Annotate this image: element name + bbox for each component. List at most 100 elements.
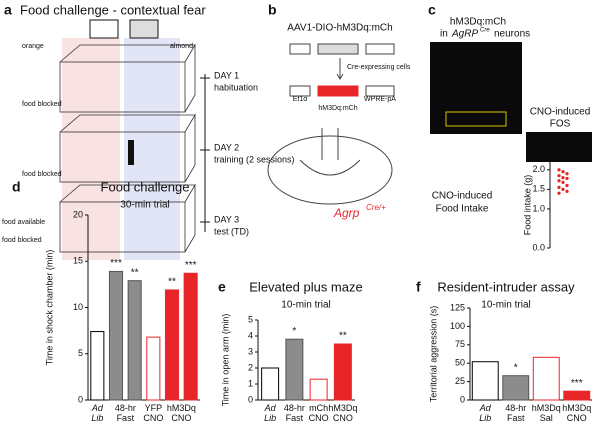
food-label: food blocked bbox=[22, 171, 62, 178]
day-label: test (TD) bbox=[214, 226, 249, 236]
genotype-sup: Cre/+ bbox=[366, 203, 386, 212]
y-tick-label: 0 bbox=[78, 394, 83, 404]
significance: *** bbox=[571, 378, 583, 389]
bar bbox=[285, 338, 304, 401]
dot bbox=[557, 174, 561, 178]
chart-title: Food challenge bbox=[101, 179, 190, 194]
panel-letter: e bbox=[218, 279, 226, 295]
bar bbox=[90, 331, 105, 401]
y-tick-label: 125 bbox=[450, 302, 465, 312]
arrow-label: Cre-expressing cells bbox=[347, 64, 411, 71]
significance: ** bbox=[339, 331, 347, 342]
significance: * bbox=[514, 362, 518, 373]
y-tick-label: 20 bbox=[73, 209, 83, 219]
bar bbox=[127, 280, 142, 401]
context-band bbox=[62, 38, 120, 260]
panel-letter: a bbox=[4, 2, 12, 18]
x-tick-label: 48-hr Fast bbox=[284, 403, 305, 423]
dot bbox=[565, 172, 569, 176]
x-tick-label: 48-hr Fast bbox=[115, 403, 136, 423]
bar bbox=[146, 336, 161, 401]
food-label: food blocked bbox=[2, 237, 42, 244]
panel-letter: c bbox=[428, 2, 436, 18]
y-tick-label: 0.0 bbox=[532, 242, 545, 252]
bar bbox=[261, 367, 280, 401]
panel-letter: b bbox=[268, 2, 277, 18]
x-tick-label: Ad Lib bbox=[91, 403, 104, 423]
day-label: habituation bbox=[214, 82, 258, 92]
odor-label: orange bbox=[22, 43, 44, 50]
y-tick-label: 3 bbox=[248, 346, 253, 356]
y-tick-label: 2 bbox=[248, 362, 253, 372]
image-label: FOS bbox=[550, 119, 571, 130]
micrograph bbox=[430, 42, 522, 134]
image-label: AgRP bbox=[451, 29, 478, 40]
chambers bbox=[59, 19, 196, 253]
bar bbox=[183, 272, 198, 401]
bar bbox=[309, 378, 328, 401]
day: DAY 3 bbox=[214, 214, 239, 224]
construct-part: WPRE-pA bbox=[364, 96, 396, 103]
y-tick-label: 5 bbox=[248, 314, 253, 324]
food-label: food available bbox=[2, 219, 45, 226]
dot bbox=[557, 185, 561, 190]
x-tick-label: hM3Dq Sal bbox=[532, 403, 561, 423]
chart-subtitle: 10-min trial bbox=[481, 300, 530, 311]
y-tick-label: 1.5 bbox=[532, 184, 545, 194]
roi bbox=[445, 111, 507, 127]
chart-title: Elevated plus maze bbox=[249, 279, 362, 294]
food-label: food blocked bbox=[22, 101, 62, 108]
y-tick-label: 50 bbox=[455, 358, 465, 368]
chart-label: CNO-induced bbox=[432, 191, 493, 202]
micrograph bbox=[526, 132, 592, 162]
significance: ** bbox=[131, 267, 139, 278]
timeline bbox=[200, 74, 210, 232]
chart-subtitle: 10-min trial bbox=[281, 300, 330, 311]
dot bbox=[561, 176, 565, 180]
panel-letter: d bbox=[12, 179, 21, 195]
panel-letter: f bbox=[416, 279, 421, 295]
x-tick-label: 48-hr Fast bbox=[505, 403, 526, 423]
y-axis-label: Time in shock chamber (min) bbox=[44, 250, 54, 366]
construct-part: Ef1α bbox=[293, 96, 308, 103]
y-axis-label: Food intake (g) bbox=[522, 175, 532, 236]
chart-title: Resident-intruder assay bbox=[437, 279, 575, 294]
dot bbox=[565, 176, 569, 181]
day-label: training (2 sessions) bbox=[214, 154, 295, 164]
y-tick-label: 0 bbox=[460, 394, 465, 404]
y-tick-label: 0 bbox=[248, 394, 253, 404]
y-tick-label: 2.0 bbox=[532, 164, 545, 174]
construct-part: hM3Dq:mCh bbox=[318, 105, 357, 112]
chart-subtitle: 30-min trial bbox=[120, 200, 169, 211]
bar bbox=[502, 375, 530, 401]
dot bbox=[561, 170, 565, 174]
significance: * bbox=[292, 326, 296, 337]
construct-title: AAV1-DIO-hM3Dq:mCh bbox=[287, 23, 392, 34]
genotype: Agrp bbox=[333, 206, 360, 220]
panel-title: Food challenge - contextual fear bbox=[20, 2, 206, 17]
y-tick-label: 4 bbox=[248, 330, 253, 340]
x-tick-label: mCh CNO bbox=[309, 403, 329, 423]
y-axis-label: Territorial aggression (s) bbox=[428, 306, 438, 403]
dot bbox=[565, 183, 569, 188]
y-tick-label: 1 bbox=[248, 378, 253, 388]
image-label: CNO-induced bbox=[530, 107, 591, 118]
bar bbox=[164, 289, 180, 401]
day: DAY 1 bbox=[214, 70, 239, 80]
bar bbox=[532, 356, 560, 401]
y-tick-label: 1.0 bbox=[532, 203, 545, 213]
image-label: neurons bbox=[494, 29, 530, 40]
y-tick-label: 10 bbox=[73, 302, 83, 312]
x-tick-label: hM3Dq CNO bbox=[328, 403, 357, 423]
y-tick-label: 100 bbox=[450, 321, 465, 331]
dot bbox=[561, 180, 565, 184]
image-label: in bbox=[440, 29, 448, 40]
bar bbox=[471, 361, 499, 401]
significance: *** bbox=[185, 260, 197, 271]
y-axis-label: Time in open arm (min) bbox=[220, 314, 230, 407]
bar bbox=[563, 390, 591, 401]
image-label: hM3Dq:mCh bbox=[450, 17, 506, 28]
x-tick-label: YFP CNO bbox=[143, 403, 163, 423]
chart-label: Food Intake bbox=[436, 204, 489, 215]
